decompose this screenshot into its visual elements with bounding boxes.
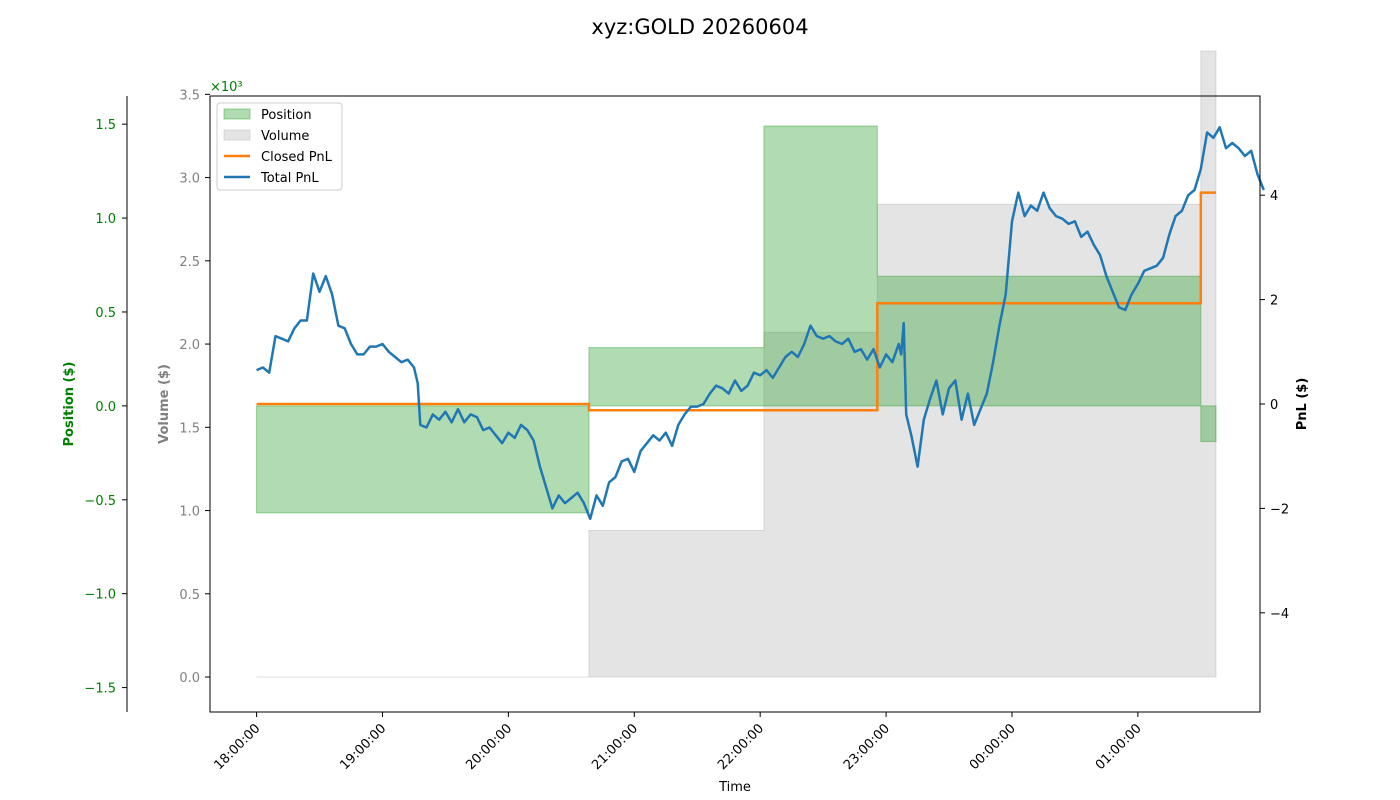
volume-tick-label: 3.5 xyxy=(179,88,200,103)
volume-tick-label: 1.0 xyxy=(179,505,200,520)
x-axis: 18:00:00 19:00:00 20:00:00 21:00:00 22:00:00… xyxy=(212,712,1145,773)
volume-axis: 0.0 0.5 1.0 1.5 2.0 2.5 3.0 3.5 xyxy=(179,88,210,686)
legend: Position Volume Closed PnL Total PnL xyxy=(216,102,343,191)
legend-label-volume: Volume xyxy=(261,129,309,144)
volume-series xyxy=(256,50,1217,678)
position-tick-label: 0.0 xyxy=(95,400,116,415)
position-tick-label: 1.5 xyxy=(95,118,116,133)
legend-box xyxy=(216,102,343,191)
legend-label-closed-pnl: Closed PnL xyxy=(261,150,333,165)
legend-swatch-position xyxy=(223,108,251,120)
position-axis-label: Position ($) xyxy=(62,362,77,447)
x-axis-label: Time xyxy=(718,780,751,795)
x-tick-label: 22:00:00 xyxy=(715,721,767,773)
position-tick-label: −1.0 xyxy=(84,588,116,603)
legend-swatch-volume xyxy=(223,129,251,141)
x-tick-label: 21:00:00 xyxy=(589,721,641,773)
position-axis: −1.5 −1.0 −0.5 0.0 0.5 1.0 1.5 xyxy=(84,96,128,712)
pnl-tick-label: 2 xyxy=(1270,294,1278,309)
x-tick-label: 23:00:00 xyxy=(841,721,893,773)
pnl-tick-label: −2 xyxy=(1270,502,1289,517)
volume-tick-label: 3.0 xyxy=(179,172,200,187)
x-tick-label: 19:00:00 xyxy=(337,721,389,773)
volume-area xyxy=(256,50,1217,678)
pnl-axis-label: PnL ($) xyxy=(1295,378,1310,431)
pnl-tick-label: 4 xyxy=(1270,189,1278,204)
legend-label-position: Position xyxy=(261,108,312,123)
volume-tick-label: 0.0 xyxy=(179,671,200,686)
total-pnl-line xyxy=(256,126,1265,521)
x-tick-label: 20:00:00 xyxy=(463,721,515,773)
x-tick-label: 01:00:00 xyxy=(1093,721,1145,773)
chart-title: xyz:GOLD 20260604 xyxy=(591,15,808,39)
volume-tick-label: 2.0 xyxy=(179,338,200,353)
volume-tick-label: 0.5 xyxy=(179,588,200,603)
volume-tick-label: 2.5 xyxy=(179,255,200,270)
position-tick-label: −0.5 xyxy=(84,494,116,509)
legend-label-total-pnl: Total PnL xyxy=(260,171,319,186)
total-pnl-series xyxy=(256,126,1265,521)
pnl-axis: −4 −2 0 2 4 xyxy=(1260,189,1289,622)
x-tick-label: 18:00:00 xyxy=(212,721,264,773)
volume-tick-label: 1.5 xyxy=(179,421,200,436)
pnl-tick-label: −4 xyxy=(1270,607,1289,622)
pnl-tick-label: 0 xyxy=(1270,398,1278,413)
volume-scale-label: ×10³ xyxy=(210,80,243,95)
x-tick-label: 00:00:00 xyxy=(967,721,1019,773)
position-tick-label: −1.5 xyxy=(84,682,116,697)
position-tick-label: 1.0 xyxy=(95,212,116,227)
position-tick-label: 0.5 xyxy=(95,306,116,321)
volume-axis-label: Volume ($) xyxy=(157,364,172,444)
